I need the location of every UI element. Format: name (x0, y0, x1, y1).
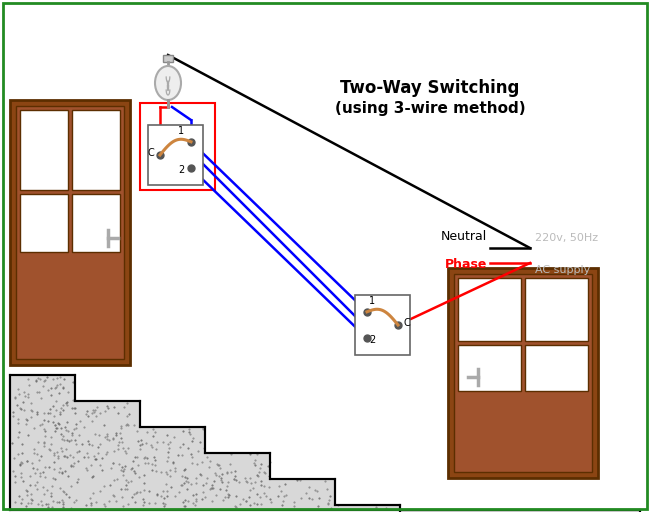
Bar (16, 106, 124, 359)
Bar (72, 110, 120, 189)
Bar (458, 345, 521, 391)
Text: 2: 2 (369, 335, 375, 345)
Text: 2: 2 (178, 165, 184, 175)
Bar (20, 110, 68, 189)
Text: C: C (404, 318, 410, 328)
Bar (458, 278, 521, 341)
Text: 1: 1 (369, 296, 375, 306)
Text: C: C (148, 148, 155, 158)
Ellipse shape (155, 66, 181, 100)
Text: (using 3-wire method): (using 3-wire method) (335, 100, 525, 116)
Text: AC supply: AC supply (535, 265, 590, 275)
Bar (148, 125, 203, 185)
Text: 1: 1 (178, 126, 184, 136)
Text: 220v, 50Hz: 220v, 50Hz (535, 233, 598, 243)
Bar (140, 103, 215, 190)
Bar (355, 295, 410, 355)
Text: Phase: Phase (445, 258, 487, 271)
Bar (163, 55, 173, 62)
Bar (525, 278, 588, 341)
Bar (454, 274, 592, 472)
Bar (20, 194, 68, 252)
Text: Neutral: Neutral (441, 230, 487, 243)
Bar (448, 268, 598, 478)
Bar (525, 345, 588, 391)
Bar (10, 100, 130, 365)
Text: Two-Way Switching: Two-Way Switching (341, 79, 520, 97)
Bar (72, 194, 120, 252)
Polygon shape (10, 375, 640, 512)
